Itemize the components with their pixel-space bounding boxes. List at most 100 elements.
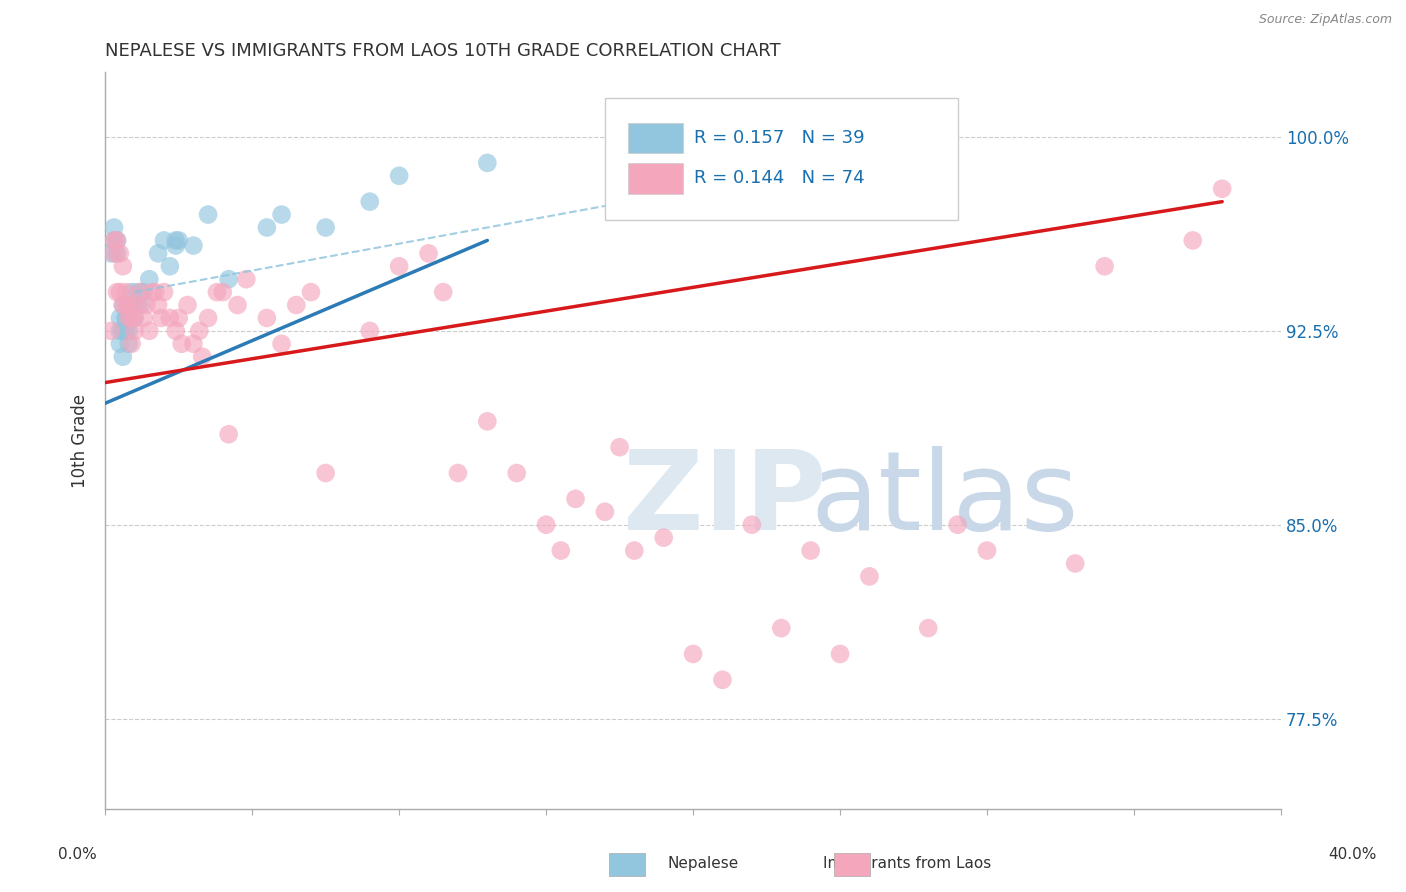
Point — [124, 298, 146, 312]
Point — [299, 285, 322, 299]
Text: Immigrants from Laos: Immigrants from Laos — [823, 856, 991, 871]
Point — [103, 234, 125, 248]
Text: atlas: atlas — [811, 446, 1080, 553]
Point — [132, 285, 155, 299]
FancyBboxPatch shape — [628, 163, 682, 194]
Point — [388, 260, 411, 274]
Point — [108, 336, 131, 351]
Point — [129, 285, 152, 299]
Point — [114, 324, 136, 338]
Point — [218, 272, 240, 286]
Point — [623, 543, 645, 558]
Point — [285, 298, 308, 312]
Point — [150, 310, 173, 325]
Point — [103, 220, 125, 235]
Point — [235, 272, 257, 286]
Point — [118, 298, 141, 312]
Point — [315, 220, 337, 235]
Point — [111, 260, 134, 274]
FancyBboxPatch shape — [605, 98, 957, 219]
Point — [205, 285, 228, 299]
Point — [447, 466, 470, 480]
Point — [1094, 260, 1116, 274]
Point — [146, 298, 169, 312]
Point — [1064, 557, 1087, 571]
Point — [111, 298, 134, 312]
Point — [103, 246, 125, 260]
Point — [118, 310, 141, 325]
Point — [108, 285, 131, 299]
Point — [105, 234, 128, 248]
Point — [153, 234, 176, 248]
Point — [124, 310, 146, 325]
Point — [534, 517, 557, 532]
Point — [183, 238, 205, 252]
Point — [741, 517, 763, 532]
Point — [105, 246, 128, 260]
Point — [1181, 234, 1204, 248]
Point — [100, 324, 122, 338]
Point — [159, 310, 181, 325]
Point — [165, 234, 187, 248]
Point — [114, 310, 136, 325]
Text: NEPALESE VS IMMIGRANTS FROM LAOS 10TH GRADE CORRELATION CHART: NEPALESE VS IMMIGRANTS FROM LAOS 10TH GR… — [105, 42, 780, 60]
Point — [652, 531, 675, 545]
Point — [105, 285, 128, 299]
Text: Nepalese: Nepalese — [668, 856, 738, 871]
Point — [359, 194, 381, 209]
Point — [118, 336, 141, 351]
Point — [609, 440, 631, 454]
Point — [858, 569, 880, 583]
Point — [256, 310, 278, 325]
Point — [124, 310, 146, 325]
Point — [917, 621, 939, 635]
Point — [121, 336, 143, 351]
Point — [111, 324, 134, 338]
Point — [129, 298, 152, 312]
Point — [146, 246, 169, 260]
Point — [121, 298, 143, 312]
Point — [218, 427, 240, 442]
Point — [682, 647, 704, 661]
Point — [432, 285, 454, 299]
Point — [114, 310, 136, 325]
Text: 40.0%: 40.0% — [1329, 847, 1376, 862]
Text: ZIP: ZIP — [623, 446, 825, 553]
Point — [111, 298, 134, 312]
Point — [121, 310, 143, 325]
Point — [143, 285, 166, 299]
Point — [315, 466, 337, 480]
Point — [183, 336, 205, 351]
Point — [828, 647, 851, 661]
Point — [165, 324, 187, 338]
Point — [388, 169, 411, 183]
Point — [176, 298, 198, 312]
Point — [188, 324, 211, 338]
Point — [197, 310, 219, 325]
Point — [197, 208, 219, 222]
Point — [167, 310, 190, 325]
Point — [226, 298, 249, 312]
Point — [256, 220, 278, 235]
Point — [159, 260, 181, 274]
Point — [191, 350, 214, 364]
FancyBboxPatch shape — [628, 122, 682, 153]
Point — [800, 543, 823, 558]
Text: R = 0.144   N = 74: R = 0.144 N = 74 — [695, 169, 865, 187]
Point — [127, 285, 149, 299]
Point — [127, 298, 149, 312]
Point — [593, 505, 616, 519]
Text: R = 0.157   N = 39: R = 0.157 N = 39 — [695, 129, 865, 147]
Point — [103, 234, 125, 248]
Point — [477, 414, 499, 428]
Point — [141, 285, 163, 299]
Point — [946, 517, 969, 532]
Point — [105, 234, 128, 248]
Point — [124, 324, 146, 338]
Point — [211, 285, 233, 299]
Point — [111, 350, 134, 364]
Point — [564, 491, 586, 506]
Point — [138, 324, 160, 338]
Point — [108, 246, 131, 260]
Point — [418, 246, 440, 260]
